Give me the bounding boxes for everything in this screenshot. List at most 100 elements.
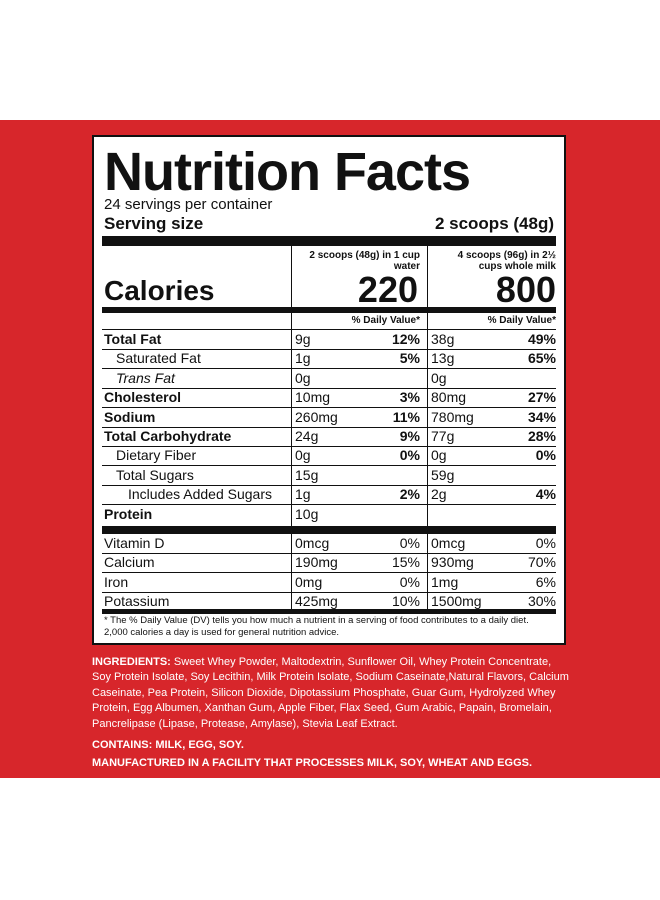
nutrient-dv1: 15%	[391, 554, 420, 571]
serving-size-label: Serving size	[104, 214, 204, 233]
row-divider	[102, 504, 556, 506]
calories-value-1: 220	[357, 269, 418, 310]
dv-header-2: % Daily Value*	[487, 315, 556, 326]
nutrient-amt2: 59g	[431, 466, 455, 483]
nutrient-row: Dietary Fiber 0g 0% 0g 0%	[102, 446, 556, 465]
nutrient-amt2: 2g	[431, 486, 447, 503]
nutrient-name: Calcium	[104, 554, 155, 571]
nutrient-amt2: 13g	[431, 350, 455, 367]
nutrient-name: Iron	[104, 573, 129, 590]
facility-statement: MANUFACTURED IN A FACILITY THAT PROCESSE…	[92, 757, 533, 769]
daily-value-footnote: * The % Daily Value (DV) tells you how m…	[104, 615, 529, 638]
ingredients-text: Sweet Whey Powder, Maltodextrin, Sunflow…	[92, 656, 569, 730]
row-divider	[102, 572, 556, 574]
nutrient-amt1: 0g	[295, 447, 311, 464]
nutrient-amt1: 9g	[295, 331, 311, 347]
nutrient-row: Sodium 260mg 11% 780mg 34%	[102, 408, 556, 427]
nutrient-dv2: 0%	[535, 535, 556, 551]
nutrient-amt2: 80mg	[431, 389, 467, 406]
row-divider	[102, 387, 556, 389]
nutrient-dv2: 70%	[527, 554, 556, 571]
column-divider-2	[427, 246, 428, 610]
nutrient-name: Saturated Fat	[116, 350, 201, 367]
nutrient-dv2: 27%	[527, 389, 556, 406]
nutrient-dv1: 9%	[399, 428, 420, 444]
nutrient-name: Total Sugars	[116, 466, 194, 483]
nutrient-dv2: 4%	[535, 486, 556, 503]
nutrient-dv1: 12%	[391, 331, 420, 347]
servings-per-container: 24 servings per container	[104, 196, 273, 213]
nutrient-dv1: 10%	[391, 593, 420, 610]
nutrient-amt1: 0g	[295, 369, 311, 386]
nutrient-name: Total Carbohydrate	[104, 428, 232, 444]
nutrient-row: Includes Added Sugars 1g 2% 2g 4%	[102, 485, 556, 504]
nutrient-row: Total Sugars 15g 59g	[102, 466, 556, 485]
column-2-header: 4 scoops (96g) in 2½ cups whole milk	[457, 250, 556, 272]
row-divider	[102, 349, 556, 350]
vitamin-row: Iron 0mg 0% 1mg 6%	[102, 573, 556, 592]
nutrient-dv2: 34%	[527, 408, 556, 425]
row-divider	[102, 368, 556, 370]
nutrient-amt2: 780mg	[431, 408, 474, 425]
nutrient-amt2: 930mg	[431, 554, 474, 571]
nutrient-amt2: 1500mg	[431, 593, 482, 610]
ingredients-block: INGREDIENTS: Sweet Whey Powder, Maltodex…	[92, 655, 570, 732]
nutrient-name: Vitamin D	[104, 535, 165, 551]
vitamin-row: Calcium 190mg 15% 930mg 70%	[102, 553, 556, 572]
nutrient-name: Includes Added Sugars	[128, 486, 272, 503]
nutrient-row: Protein 10g	[102, 505, 556, 524]
nutrient-amt1: 425mg	[295, 593, 338, 610]
nutrient-name: Potassium	[104, 593, 170, 610]
nutrient-row: Total Fat 9g 12% 38g 49%	[102, 330, 556, 349]
dv-header-1: % Daily Value*	[351, 315, 420, 326]
nutrient-amt1: 1g	[295, 350, 311, 367]
nutrient-amt2: 1mg	[431, 573, 459, 590]
divider-bottom	[102, 609, 556, 614]
divider-dv	[102, 329, 556, 330]
nutrient-row: Total Carbohydrate 24g 9% 77g 28%	[102, 427, 556, 446]
nutrient-amt1: 1g	[295, 486, 311, 503]
nutrient-name: Sodium	[104, 408, 156, 425]
nutrient-amt2: 38g	[431, 331, 455, 347]
nutrient-dv2: 30%	[527, 593, 556, 610]
nutrient-dv1: 0%	[399, 573, 420, 590]
serving-size-value: 2 scoops (48g)	[434, 214, 554, 233]
calories-value-2: 800	[495, 269, 556, 310]
nutrient-dv1: 0%	[399, 447, 420, 464]
nutrient-amt2: 0g	[431, 447, 447, 464]
panel-title: Nutrition Facts	[104, 142, 471, 202]
column-1-header: 2 scoops (48g) in 1 cup water	[309, 250, 420, 272]
nutrition-facts-panel: Nutrition Facts 24 servings per containe…	[92, 135, 566, 645]
nutrient-row: Cholesterol 10mg 3% 80mg 27%	[102, 388, 556, 407]
nutrient-name: Cholesterol	[104, 389, 182, 406]
nutrient-dv2: 65%	[527, 350, 556, 367]
nutrient-amt2: 77g	[431, 428, 455, 444]
row-divider	[102, 407, 556, 409]
column-divider-1	[291, 246, 292, 610]
row-divider	[102, 426, 556, 428]
allergen-contains: CONTAINS: MILK, EGG, SOY.	[92, 739, 244, 751]
nutrient-dv1: 11%	[392, 408, 420, 425]
nutrient-dv1: 0%	[399, 535, 420, 551]
nutrient-amt1: 0mg	[295, 573, 323, 590]
nutrient-amt1: 24g	[295, 428, 319, 444]
calories-label: Calories	[104, 275, 215, 306]
nutrient-name: Dietary Fiber	[116, 447, 197, 464]
row-divider	[102, 465, 556, 467]
divider-thick-top	[102, 236, 556, 246]
nutrient-amt1: 260mg	[295, 408, 338, 425]
row-divider	[102, 484, 556, 486]
nutrient-dv2: 49%	[527, 331, 556, 347]
nutrient-name: Protein	[104, 505, 153, 522]
row-divider	[102, 446, 556, 447]
nutrient-amt2: 0mcg	[431, 535, 466, 551]
serving-size-row: Serving size 2 scoops (48g)	[104, 214, 554, 234]
nutrient-amt2: 0g	[431, 369, 447, 386]
row-divider	[102, 591, 556, 593]
nutrient-row: Saturated Fat 1g 5% 13g 65%	[102, 349, 556, 368]
nutrient-row: Trans Fat 0g 0g	[102, 369, 556, 388]
nutrient-dv2: 28%	[527, 428, 556, 444]
nutrient-amt1: 190mg	[295, 554, 338, 571]
nutrient-dv2: 6%	[535, 573, 556, 590]
nutrient-amt1: 10g	[295, 505, 319, 522]
